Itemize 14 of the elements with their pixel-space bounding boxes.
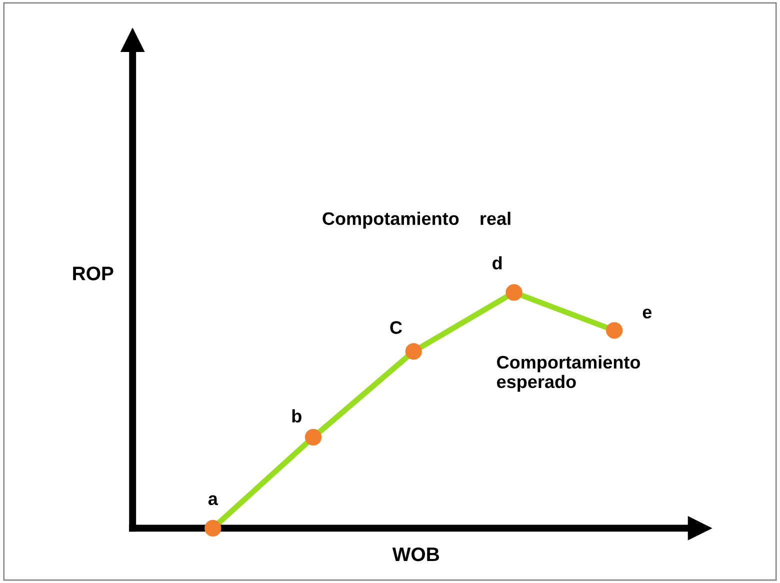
point	[304, 428, 322, 446]
y-axis-title: ROP	[73, 266, 114, 280]
text: d	[492, 256, 502, 270]
point	[405, 343, 422, 360]
annotation: b	[292, 409, 302, 423]
annotation: e	[642, 308, 652, 319]
x-axis-title: WOB	[392, 547, 440, 562]
annotation: a	[208, 495, 218, 506]
annotation: Comportamiento esperado	[497, 355, 640, 392]
text: Compotamiento real	[322, 212, 510, 229]
point	[204, 520, 222, 537]
annotation: C	[390, 321, 402, 334]
point	[606, 322, 623, 339]
point	[506, 284, 522, 301]
